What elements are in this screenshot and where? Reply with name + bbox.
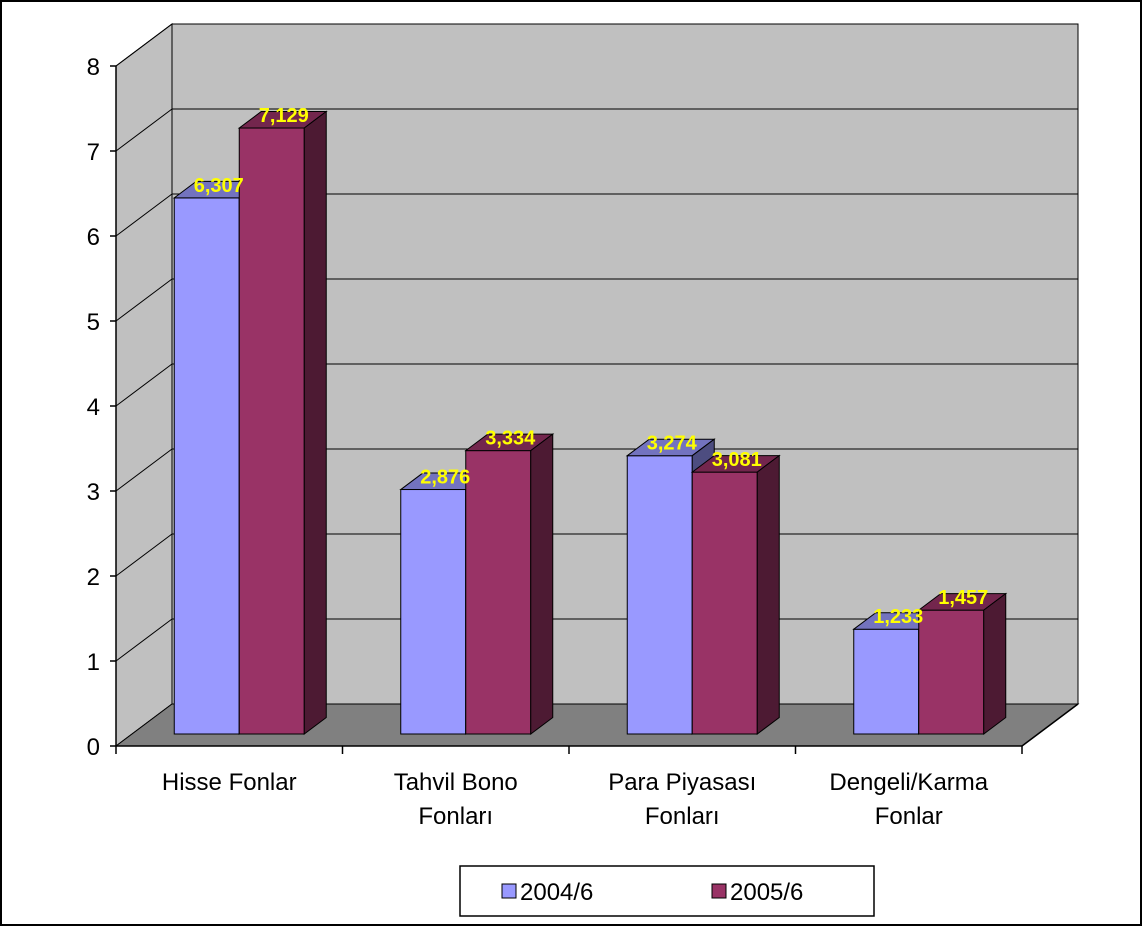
y-tick-label: 6 [87, 224, 100, 251]
data-label: 3,081 [712, 449, 762, 471]
y-tick-labels: 0 1 2 3 4 5 6 7 8 [87, 54, 100, 761]
y-tick-label: 5 [87, 309, 100, 336]
data-label: 3,334 [485, 428, 536, 450]
bar-front-2005/6 [918, 609, 985, 735]
y-tick-label: 7 [87, 139, 100, 166]
gridline-side [115, 363, 173, 407]
gridline-side [115, 448, 173, 492]
legend-swatch [711, 883, 727, 899]
data-labels: 6,307 7,129 2,876 3,334 3,274 3,081 1,233 1,457 [194, 105, 989, 628]
gridline-side [115, 193, 173, 237]
category-label: Para Piyasası [608, 769, 756, 796]
category-label: Fonları [418, 803, 493, 830]
category-label: Fonları [645, 803, 720, 830]
bar-front-2004/6 [626, 455, 693, 735]
legend-label: 2005/6 [730, 879, 803, 906]
data-label: 2,876 [420, 467, 470, 489]
y-tick-label: 8 [87, 54, 100, 81]
floor-right-edge [1021, 703, 1079, 747]
data-label: 1,457 [938, 587, 988, 609]
y-tick-label: 0 [87, 734, 100, 761]
gridline-side [115, 533, 173, 577]
bar-side-2005/6 [756, 454, 780, 735]
bar-front-2004/6 [853, 628, 920, 735]
legend: 2004/6 2005/6 [459, 865, 875, 917]
gridline-side [115, 23, 173, 67]
bar-side-2005/6 [303, 110, 327, 735]
category-label: Dengeli/Karma [829, 769, 988, 796]
y-tick-label: 1 [87, 649, 100, 676]
category-label: Tahvil Bono [394, 769, 518, 796]
category-label: Hisse Fonlar [162, 769, 297, 796]
category-labels: Hisse Fonlar Tahvil Bono Fonları Para Piyas… [162, 769, 989, 830]
bar-front-2005/6 [238, 127, 305, 735]
legend-label: 2004/6 [520, 879, 593, 906]
bars [172, 110, 1008, 735]
y-tick-label: 2 [87, 564, 100, 591]
y-tick-label: 3 [87, 479, 100, 506]
bar-front-2005/6 [465, 450, 532, 735]
gridline-side [115, 618, 173, 662]
gridline-side [115, 278, 173, 322]
data-label: 3,274 [647, 433, 698, 455]
bar-front-2004/6 [400, 489, 467, 735]
bar-front-2004/6 [173, 197, 240, 735]
data-label: 6,307 [194, 175, 244, 197]
y-tick-label: 4 [87, 394, 100, 421]
data-label: 1,233 [873, 606, 923, 628]
bar-front-2005/6 [691, 471, 758, 735]
bar-side-2005/6 [983, 592, 1007, 735]
gridline-side [115, 108, 173, 152]
axes [110, 65, 1079, 754]
data-label: 7,129 [259, 105, 309, 127]
category-label: Fonlar [875, 803, 943, 830]
bar-side-2005/6 [530, 433, 554, 735]
legend-swatch [501, 883, 517, 899]
legend-box [459, 865, 875, 917]
